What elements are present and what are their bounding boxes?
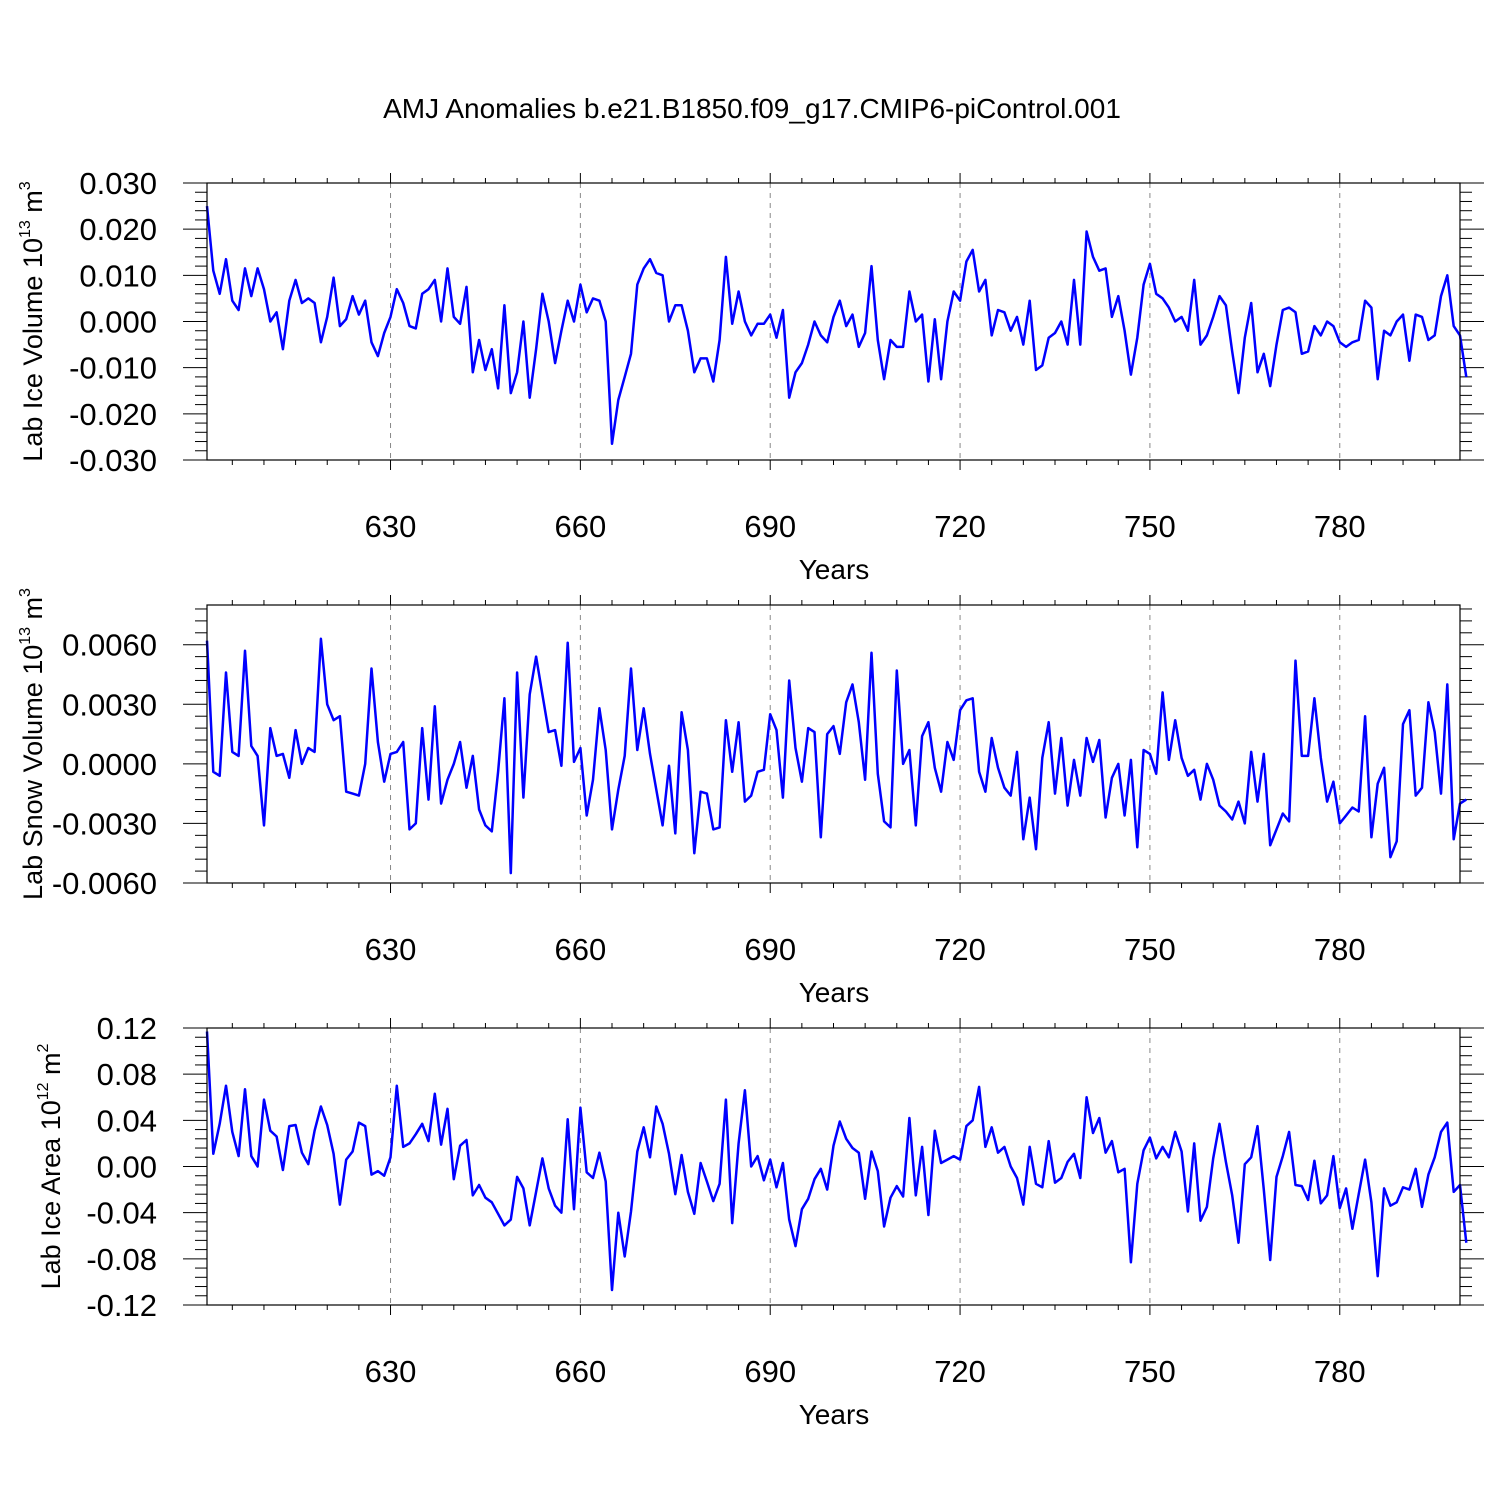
x-tick-label: 720	[934, 509, 986, 544]
y-tick-label: 0.020	[79, 212, 157, 247]
y-tick-label: 0.00	[97, 1150, 157, 1185]
y-axis-title-unit-exp: 3	[17, 181, 34, 190]
chart-panel-2: 630 660 690 720 750 780 -0.0060 -0.0030 0.0000 0.…	[17, 588, 1484, 1008]
y-axis-title-unit: m	[18, 190, 48, 220]
x-tick-label: 690	[744, 932, 796, 967]
y-axis-title-unit: m	[36, 1052, 66, 1082]
series-line	[205, 205, 1468, 446]
x-tick-label: 690	[744, 1354, 796, 1389]
x-axis-title: Years	[799, 977, 870, 1008]
chart-panel-1: 630 660 690 720 750 780 -0.030 -0.020 -0.010 0.00…	[17, 166, 1484, 585]
x-tick-label: 690	[744, 509, 796, 544]
y-tick-label: 0.0030	[62, 687, 157, 722]
y-tick-label: 0.030	[79, 166, 157, 201]
x-tick-label: 750	[1124, 1354, 1176, 1389]
x-axis-title: Years	[799, 1399, 870, 1430]
y-axis-title: Lab Ice Area 1012 m2	[35, 1043, 66, 1289]
y-tick-label: 0.04	[97, 1103, 157, 1138]
y-axis-title-text: Lab Snow Volume 10	[18, 645, 48, 900]
y-axis-title-exp: 13	[17, 627, 34, 645]
y-axis-title-unit: m	[18, 597, 48, 627]
x-tick-label: 630	[365, 509, 417, 544]
x-tick-label: 660	[555, 1354, 607, 1389]
y-tick-label: 0.08	[97, 1057, 157, 1092]
y-tick-label: -0.04	[86, 1196, 157, 1231]
x-tick-label: 660	[555, 509, 607, 544]
y-tick-label: -0.12	[86, 1288, 157, 1323]
y-axis-title-unit-exp: 3	[17, 588, 34, 597]
series-line	[205, 1031, 1468, 1292]
x-tick-label: 720	[934, 932, 986, 967]
x-tick-label: 660	[555, 932, 607, 967]
y-axis-title-text: Lab Ice Area 10	[36, 1100, 66, 1289]
y-tick-label: -0.020	[69, 397, 157, 432]
y-tick-label: 0.000	[79, 305, 157, 340]
y-tick-label: 0.010	[79, 258, 157, 293]
y-tick-label: 0.0060	[62, 628, 157, 663]
x-tick-label: 780	[1314, 932, 1366, 967]
y-tick-label: -0.08	[86, 1242, 157, 1277]
figure-title: AMJ Anomalies b.e21.B1850.f09_g17.CMIP6-…	[383, 93, 1121, 124]
y-axis-title-unit-exp: 2	[35, 1043, 52, 1052]
plot-frame	[206, 604, 1461, 884]
plot-frame	[206, 1027, 1461, 1306]
x-axis-title: Years	[799, 554, 870, 585]
y-axis-title-exp: 12	[35, 1082, 52, 1100]
x-tick-label: 780	[1314, 1354, 1366, 1389]
y-axis-title-text: Lab Ice Volume 10	[18, 238, 48, 462]
plot-frame	[206, 182, 1461, 461]
y-tick-label: -0.030	[69, 443, 157, 478]
chart-panel-3: 630 660 690 720 750 780 -0.12 -0.08 -0.04 0.00 0.0…	[35, 1011, 1484, 1430]
y-tick-label: -0.0030	[52, 806, 157, 841]
y-axis-title: Lab Snow Volume 1013 m3	[17, 588, 48, 900]
y-tick-label: 0.12	[97, 1011, 157, 1046]
x-tick-label: 780	[1314, 509, 1366, 544]
y-tick-label: 0.0000	[62, 747, 157, 782]
y-tick-label: -0.010	[69, 351, 157, 386]
y-axis-title-exp: 13	[17, 220, 34, 238]
y-axis-title: Lab Ice Volume 1013 m3	[17, 181, 48, 461]
x-tick-label: 750	[1124, 509, 1176, 544]
x-tick-label: 720	[934, 1354, 986, 1389]
panels: 630 660 690 720 750 780 -0.030 -0.020 -0.010 0.00…	[17, 166, 1484, 1430]
series-line	[205, 637, 1467, 875]
x-tick-label: 630	[365, 1354, 417, 1389]
y-tick-label: -0.0060	[52, 866, 157, 901]
x-tick-label: 750	[1124, 932, 1176, 967]
x-tick-label: 630	[365, 932, 417, 967]
